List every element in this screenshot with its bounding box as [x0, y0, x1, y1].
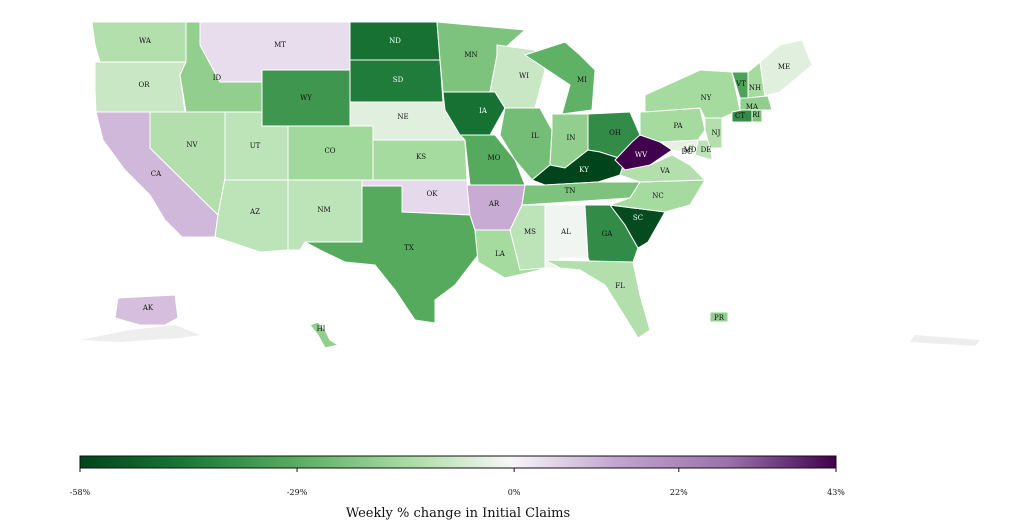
- state-dc: [687, 143, 695, 151]
- label-tn: TN: [565, 187, 576, 195]
- colorbar-ticks: -58% -29% 0% 22% 43%: [70, 468, 845, 497]
- label-co: CO: [324, 147, 335, 155]
- label-mi: MI: [577, 76, 587, 84]
- label-nv: NV: [186, 141, 198, 149]
- label-ms: MS: [524, 228, 536, 236]
- label-de: DE: [701, 146, 712, 154]
- label-va: VA: [659, 167, 671, 175]
- label-ak: AK: [142, 304, 154, 312]
- label-wa: WA: [139, 37, 152, 45]
- state-nm: [287, 179, 363, 251]
- label-fl: FL: [615, 282, 625, 290]
- label-nc: NC: [652, 192, 663, 200]
- label-nd: ND: [389, 37, 401, 45]
- label-or: OR: [138, 81, 150, 89]
- label-nm: NM: [317, 206, 330, 214]
- label-pr: PR: [714, 314, 725, 322]
- colorbar-gradient: [79, 455, 837, 469]
- label-id: ID: [213, 74, 222, 82]
- label-ut: UT: [250, 142, 261, 150]
- state-fl: [544, 259, 651, 339]
- label-sc: SC: [633, 214, 643, 222]
- label-ny: NY: [701, 94, 712, 102]
- label-pa: PA: [673, 122, 683, 130]
- colorbar-tick-label: 43%: [827, 488, 845, 497]
- label-al: AL: [560, 228, 571, 236]
- label-wv: WV: [635, 151, 648, 159]
- state-al: [544, 204, 589, 269]
- state-de: [694, 139, 713, 161]
- colorbar-tick-label: -29%: [287, 488, 308, 497]
- colorbar-tick-label: 22%: [670, 488, 688, 497]
- label-me: ME: [778, 63, 790, 71]
- label-ar: AR: [488, 200, 500, 208]
- states-layer: [91, 21, 813, 349]
- label-mo: MO: [488, 154, 501, 162]
- label-tx: TX: [404, 244, 414, 252]
- label-mn: MN: [464, 51, 477, 59]
- label-ca: CA: [151, 170, 162, 178]
- state-labels: WA OR CA NV ID MT WY UT CO AZ NM ND SD N…: [138, 37, 790, 333]
- state-va: [619, 154, 707, 183]
- colorbar-tick-label: 0%: [508, 488, 521, 497]
- label-mt: MT: [274, 41, 286, 49]
- label-ne: NE: [397, 113, 408, 121]
- state-mi: [523, 41, 596, 115]
- label-in: IN: [567, 134, 576, 142]
- label-nh: NH: [749, 84, 761, 92]
- label-ky: KY: [579, 166, 589, 174]
- state-ms: [509, 204, 546, 271]
- state-me: [759, 39, 813, 97]
- colorbar-label: Weekly % change in Initial Claims: [346, 506, 570, 521]
- label-il: IL: [531, 132, 539, 140]
- label-hi: HI: [317, 325, 326, 333]
- label-ga: GA: [602, 230, 614, 238]
- label-ia: IA: [479, 107, 488, 115]
- label-oh: OH: [609, 129, 621, 137]
- label-md: MD: [684, 146, 697, 154]
- label-nj: NJ: [712, 129, 721, 137]
- state-pr: [709, 311, 729, 323]
- colorbar: -58% -29% 0% 22% 43% Weekly % change in Init…: [70, 455, 845, 521]
- label-wi: WI: [519, 72, 529, 80]
- state-ny: [644, 69, 741, 119]
- label-ri: RI: [752, 111, 760, 119]
- label-vt: VT: [735, 80, 746, 88]
- state-tx: [304, 185, 479, 324]
- label-ok: OK: [427, 190, 439, 198]
- label-dc: DC: [682, 148, 693, 156]
- state-hi: [309, 321, 340, 349]
- colorbar-tick-label: -58%: [70, 488, 91, 497]
- label-ma: MA: [746, 103, 759, 111]
- label-az: AZ: [249, 208, 260, 216]
- label-ct: CT: [735, 112, 745, 120]
- label-sd: SD: [393, 76, 404, 84]
- state-ak: [114, 294, 179, 326]
- label-ks: KS: [416, 153, 426, 161]
- label-la: LA: [495, 250, 506, 258]
- label-wy: WY: [300, 94, 312, 102]
